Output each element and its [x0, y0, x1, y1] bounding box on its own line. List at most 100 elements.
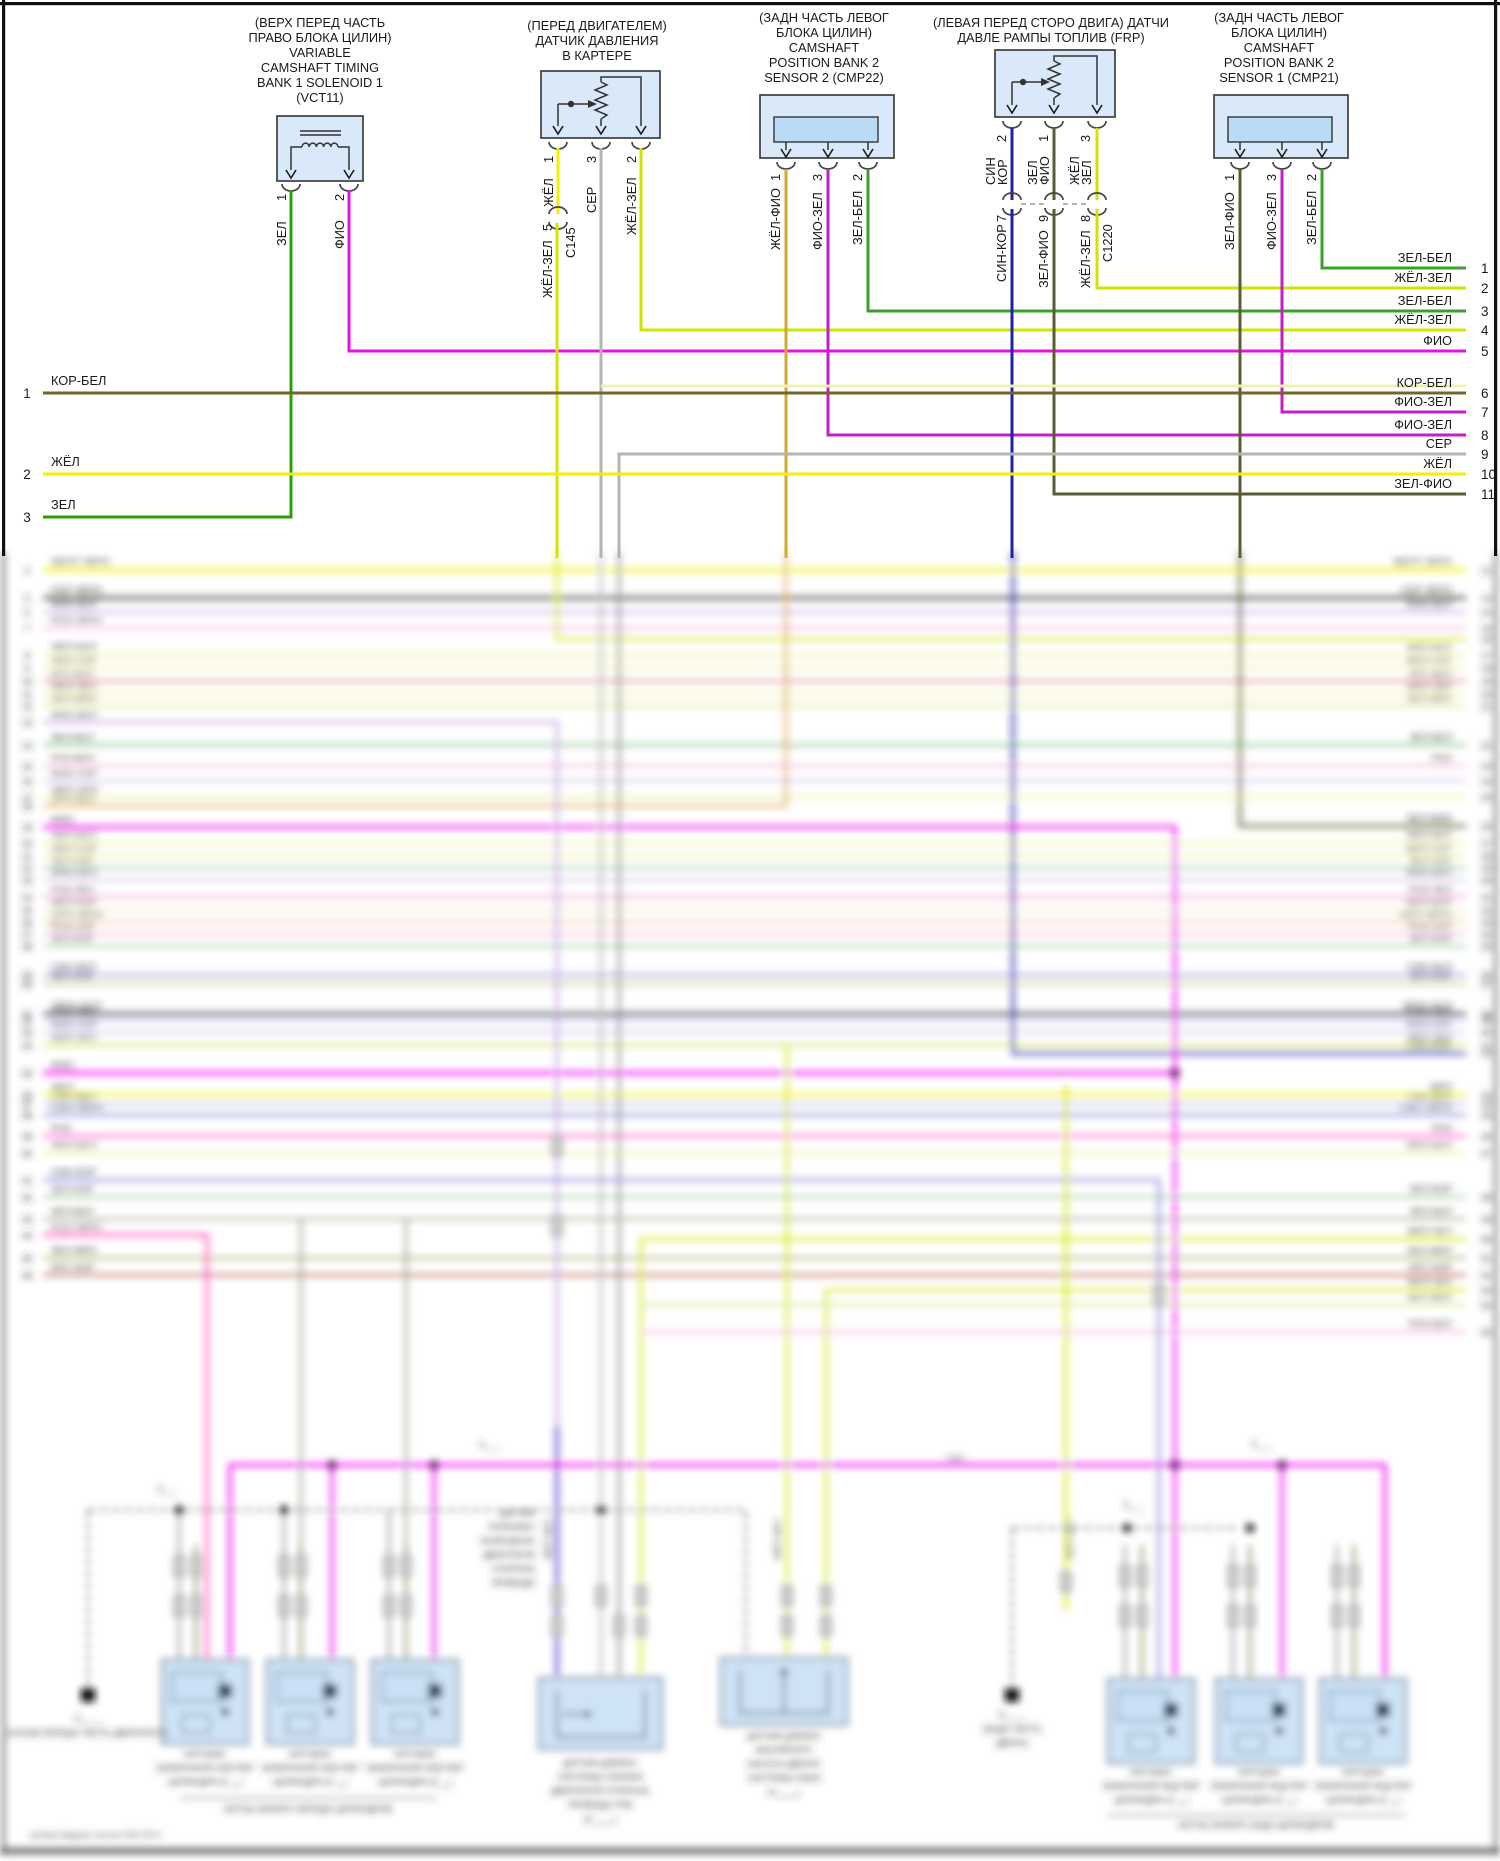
- svg-text:23: 23: [21, 876, 33, 887]
- svg-text:47: 47: [1481, 1149, 1493, 1160]
- svg-text:ФИО-ЗЕЛ: ФИО-ЗЕЛ: [1394, 417, 1452, 432]
- svg-text:РОЗ-СЕР: РОЗ-СЕР: [51, 922, 95, 933]
- svg-text:ЖЁЛ-ЗЕЛ: ЖЁЛ-ЗЕЛ: [1394, 312, 1452, 327]
- svg-text:ЖЁЛТ-ЧЁРН: ЖЁЛТ-ЧЁРН: [1393, 557, 1452, 569]
- svg-text:40: 40: [1481, 1028, 1493, 1039]
- svg-text:ЖЁЛ-ЗЕЛ: ЖЁЛ-ЗЕЛ: [1407, 1226, 1452, 1238]
- svg-text:printed diagram source 000-00-: printed diagram source 000-00-0: [30, 1830, 161, 1840]
- svg-text:21: 21: [21, 852, 33, 863]
- svg-text:ЗЕЛ-БЕЛ: ЗЕЛ-БЕЛ: [1410, 1207, 1452, 1218]
- svg-text:30: 30: [21, 980, 33, 991]
- svg-text:(VCT11): (VCT11): [296, 90, 343, 105]
- svg-text:ЖЁЛ-СЕР: ЖЁЛ-СЕР: [1406, 655, 1453, 667]
- svg-text:ЗЕЛ: ЗЕЛ: [51, 497, 76, 512]
- svg-text:S___: S___: [479, 1440, 501, 1450]
- svg-text:ЗАЖИГАНИЯ ЗАД ПЕР: ЗАЖИГАНИЯ ЗАД ПЕР: [1314, 1781, 1411, 1791]
- svg-text:1: 1: [1222, 174, 1237, 181]
- svg-text:C1220: C1220: [1100, 224, 1115, 262]
- svg-text:2: 2: [994, 135, 1009, 142]
- svg-text:31: 31: [21, 1010, 33, 1021]
- svg-text:54: 54: [1481, 1301, 1493, 1312]
- svg-text:ДВИГАТЕЛЯ СТОРОНА: ДВИГАТЕЛЯ СТОРОНА: [551, 1786, 649, 1796]
- svg-text:12: 12: [21, 702, 33, 713]
- svg-text:КАТУШ ЗАЖИГА ПЕРЕДН ЦИЛИНДРОВ: КАТУШ ЗАЖИГА ПЕРЕДН ЦИЛИНДРОВ: [224, 1804, 392, 1814]
- svg-text:14: 14: [1481, 608, 1493, 619]
- svg-text:(C____): (C____): [584, 1814, 617, 1824]
- svg-text:ПРИВОДА ГРМ: ПРИВОДА ГРМ: [568, 1800, 632, 1810]
- svg-text:ЗАЖИГАНИЯ СЕВ ПЕР: ЗАЖИГАНИЯ СЕВ ПЕР: [366, 1763, 464, 1773]
- svg-text:ЗЕЛ-КОР: ЗЕЛ-КОР: [1409, 934, 1452, 945]
- svg-text:ЖЁЛ-ЗЕЛ: ЖЁЛ-ЗЕЛ: [51, 1032, 96, 1044]
- svg-text:ЖЁЛ-ЗЕЛ: ЖЁЛ-ЗЕЛ: [624, 177, 639, 235]
- svg-text:ФИО-СЕР: ФИО-СЕР: [1406, 1020, 1453, 1031]
- svg-text:24: 24: [21, 893, 33, 904]
- svg-text:ЖЁЛ-ФИО: ЖЁЛ-ФИО: [768, 188, 783, 250]
- svg-text:ЧЁРН-БЕЛ: ЧЁРН-БЕЛ: [51, 1001, 101, 1013]
- svg-text:ЖЁЛ-БЕЛ: ЖЁЛ-БЕЛ: [1406, 1140, 1452, 1152]
- svg-text:ФИО-БЕЛ: ФИО-БЕЛ: [51, 868, 97, 879]
- svg-text:ЗЕЛ-ФИО: ЗЕЛ-ФИО: [1036, 230, 1051, 288]
- svg-text:CAMSHAFT: CAMSHAFT: [789, 40, 860, 55]
- svg-text:S___: S___: [157, 1484, 179, 1494]
- svg-text:КАТУШКА: КАТУШКА: [289, 1749, 330, 1759]
- svg-text:S___: S___: [1123, 1500, 1145, 1510]
- svg-text:ЗАЖИГАНИЯ СЕВ ПЕР: ЗАЖИГАНИЯ СЕВ ПЕР: [261, 1763, 359, 1773]
- svg-text:СИСТЕМЫ СМАЗ: СИСТЕМЫ СМАЗ: [747, 1773, 821, 1783]
- svg-text:21: 21: [1481, 702, 1493, 713]
- svg-text:ЖЁЛ: ЖЁЛ: [1430, 1082, 1452, 1094]
- svg-text:ПОЛОЖЕН: ПОЛОЖЕН: [488, 1522, 535, 1532]
- svg-text:(C____): (C____): [768, 1787, 801, 1797]
- svg-text:29: 29: [1481, 864, 1493, 875]
- svg-text:44: 44: [21, 1231, 33, 1242]
- svg-text:46: 46: [21, 1271, 33, 1282]
- svg-text:КРС-БЕЛ: КРС-БЕЛ: [1409, 669, 1452, 680]
- svg-text:4: 4: [1481, 323, 1489, 338]
- svg-text:45: 45: [21, 1254, 33, 1265]
- svg-text:ОРН-БЕЛ: ОРН-БЕЛ: [51, 794, 96, 805]
- svg-text:37: 37: [1481, 980, 1493, 991]
- svg-text:СИН-КОР: СИН-КОР: [51, 1168, 96, 1179]
- svg-text:ЖЁЛ: ЖЁЛ: [51, 454, 80, 469]
- svg-text:СТОРОНА: СТОРОНА: [491, 1564, 535, 1574]
- svg-text:ЖЁЛ-ЗЕЛ: ЖЁЛ-ЗЕЛ: [773, 1519, 783, 1560]
- svg-text:ФИО: ФИО: [51, 815, 74, 826]
- svg-text:ЖЁЛ-БЕЛ: ЖЁЛ-БЕЛ: [1406, 642, 1452, 654]
- svg-text:28: 28: [1481, 852, 1493, 863]
- svg-text:ЗЕЛ-БЕЛ: ЗЕЛ-БЕЛ: [850, 191, 865, 245]
- svg-text:СИН-БЕЛ: СИН-БЕЛ: [1407, 1092, 1452, 1103]
- svg-text:СИН-КОР: СИН-КОР: [1407, 1041, 1452, 1052]
- svg-text:55: 55: [1481, 1328, 1493, 1339]
- svg-text:17: 17: [1481, 651, 1493, 662]
- svg-text:ЖЁЛ-СЕР: ЖЁЛ-СЕР: [51, 655, 98, 667]
- svg-text:2: 2: [850, 174, 865, 181]
- svg-text:17: 17: [21, 793, 33, 804]
- svg-text:ЖЁЛ-ЗЕЛ: ЖЁЛ-ЗЕЛ: [51, 681, 96, 693]
- svg-text:10: 10: [21, 677, 33, 688]
- svg-text:КАТУШКА: КАТУШКА: [1130, 1767, 1171, 1777]
- svg-text:ЗЕЛ-ФИО: ЗЕЛ-ФИО: [1407, 814, 1452, 825]
- svg-text:45: 45: [1481, 1111, 1493, 1122]
- svg-text:ЖЁЛ: ЖЁЛ: [1423, 456, 1452, 471]
- svg-text:ЗЕЛ: ЗЕЛ: [1079, 160, 1094, 185]
- svg-text:КОР: КОР: [995, 159, 1010, 185]
- svg-text:СИН-ЧЁРН: СИН-ЧЁРН: [51, 1102, 103, 1114]
- svg-text:СИН-СЕР: СИН-СЕР: [1406, 1008, 1452, 1019]
- svg-text:РОЗ: РОЗ: [1432, 1124, 1452, 1135]
- svg-text:СЕР-ЧЁРН: СЕР-ЧЁРН: [51, 585, 102, 597]
- svg-text:20: 20: [21, 839, 33, 850]
- svg-text:КРС-КОР: КРС-КОР: [1409, 1263, 1452, 1274]
- svg-text:7: 7: [994, 215, 1009, 222]
- svg-text:СИН-БЕЛ: СИН-БЕЛ: [51, 1092, 96, 1103]
- svg-text:18: 18: [21, 802, 33, 813]
- svg-text:ЗЕЛ-БЕЛ: ЗЕЛ-БЕЛ: [51, 733, 93, 744]
- svg-text:ФИО-СЕР: ФИО-СЕР: [51, 1020, 98, 1031]
- svg-text:ДАТЧИК ДАВЛЕНИЯ: ДАТЧИК ДАВЛЕНИЯ: [536, 33, 659, 48]
- svg-text:13: 13: [1481, 594, 1493, 605]
- svg-text:ЖЁЛ: ЖЁЛ: [51, 1082, 73, 1094]
- svg-text:CAMSHAFT: CAMSHAFT: [1244, 40, 1315, 55]
- svg-text:КОР-БЕЛ: КОР-БЕЛ: [51, 373, 106, 388]
- svg-text:СИН-ЧЁРН: СИН-ЧЁРН: [1400, 1102, 1452, 1114]
- svg-text:27: 27: [21, 930, 33, 941]
- svg-text:42: 42: [1481, 1049, 1493, 1060]
- svg-text:41: 41: [1481, 1041, 1493, 1052]
